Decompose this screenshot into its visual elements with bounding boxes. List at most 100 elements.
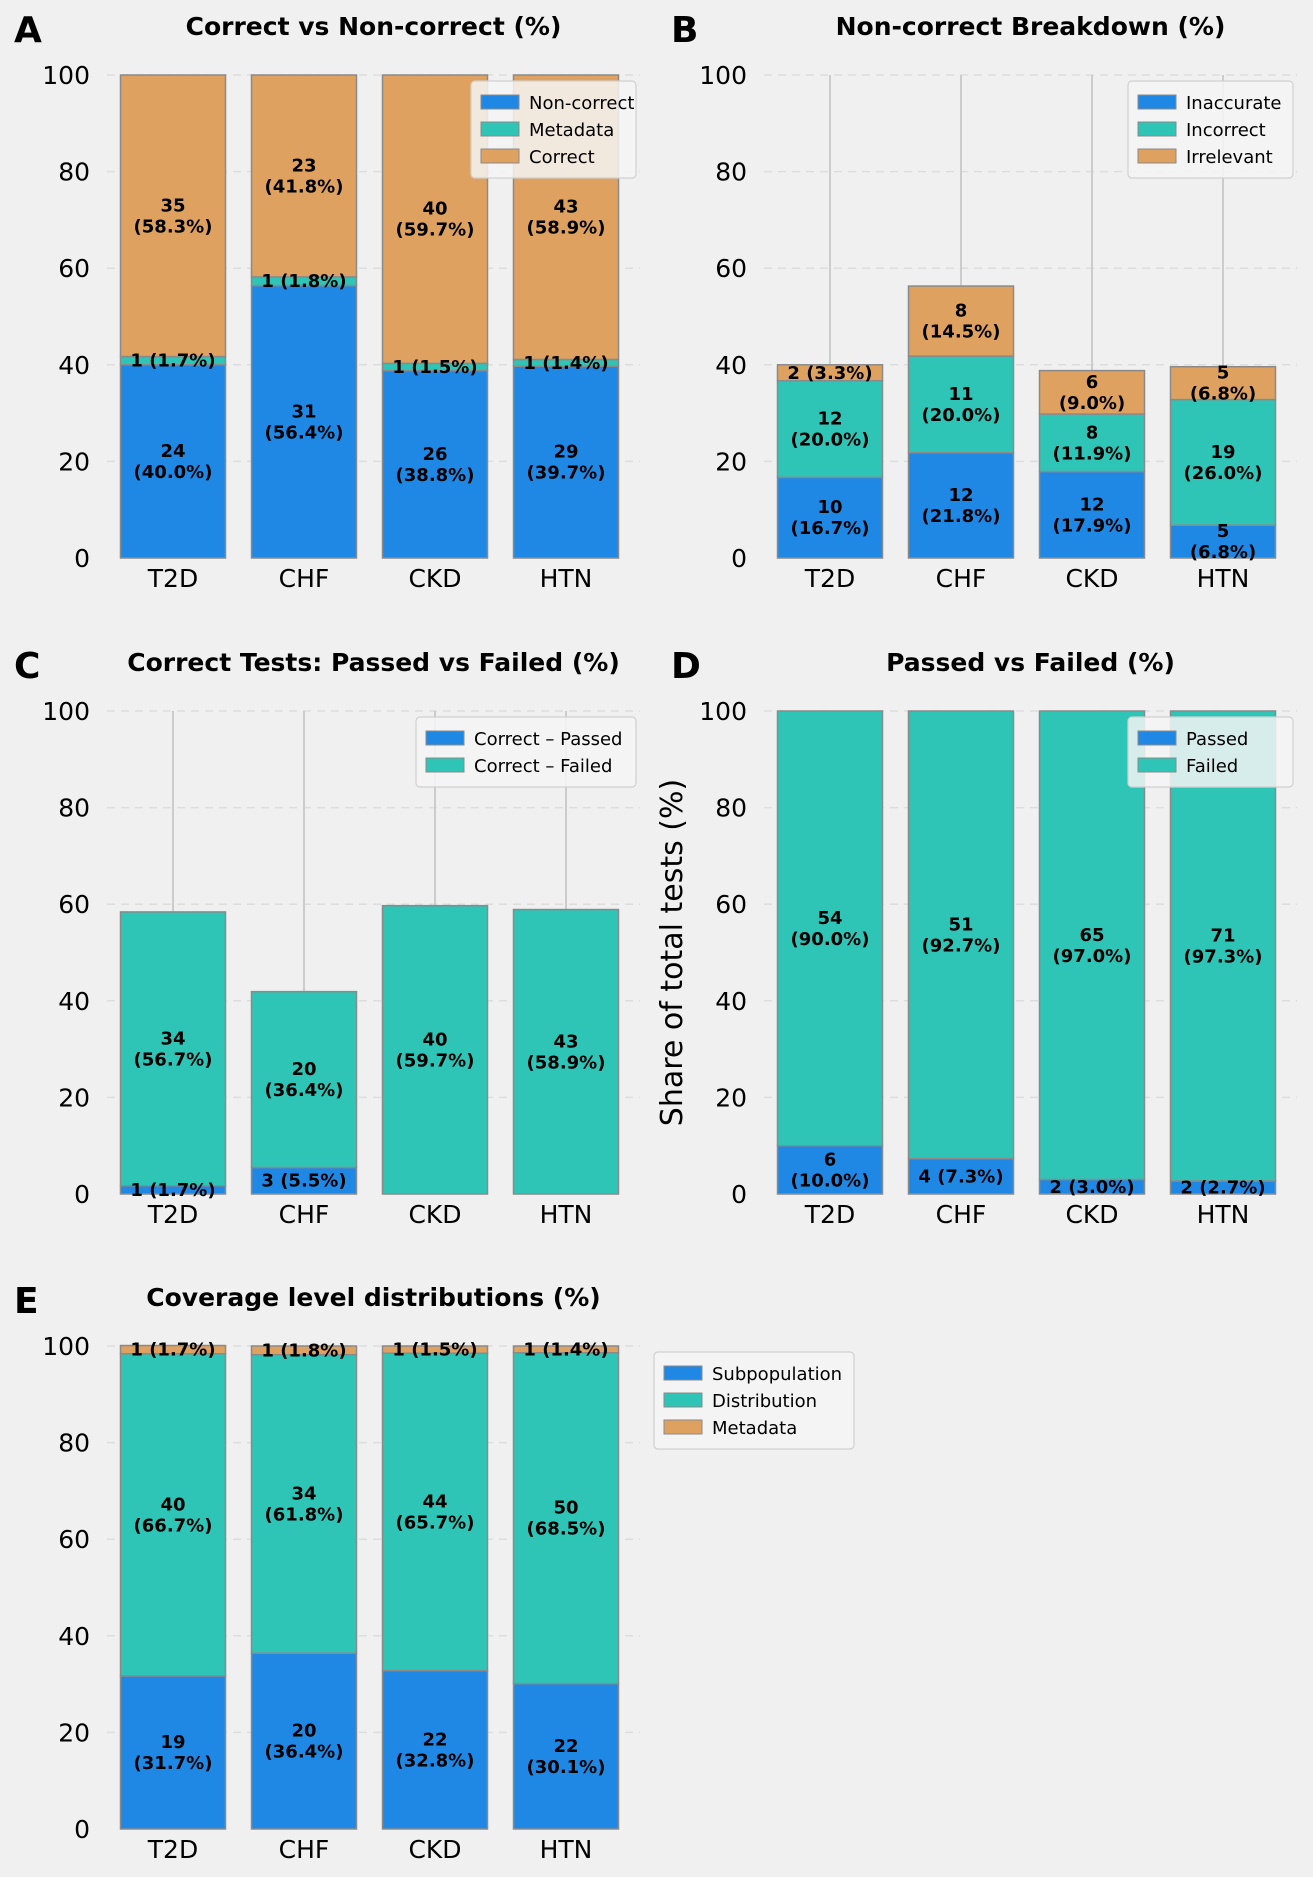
y-tick-label: 20 [58, 447, 90, 476]
y-tick-label: 0 [731, 544, 747, 573]
data-label: 8 (11.9%) [1053, 422, 1132, 464]
x-tick-label: CHF [279, 564, 330, 593]
data-label: 4 (7.3%) [918, 1166, 1003, 1187]
y-tick-label: 20 [58, 1083, 90, 1112]
x-tick-label: CKD [1065, 1200, 1118, 1229]
legend-swatch [663, 1365, 703, 1381]
data-label: 12 (21.8%) [922, 485, 1001, 527]
y-tick-label: 60 [58, 1525, 90, 1554]
x-tick-label: CKD [408, 1200, 461, 1229]
bar-segment [1169, 365, 1277, 401]
data-label: 71 (97.3%) [1184, 925, 1263, 967]
data-label: 1 (1.7%) [130, 1180, 215, 1201]
bar-segment [250, 1345, 358, 1356]
bar-segment [907, 710, 1015, 1160]
data-label: 65 (97.0%) [1053, 925, 1132, 967]
data-label: 19 (31.7%) [134, 1732, 213, 1774]
legend-swatch [425, 757, 465, 773]
legend-swatch [1137, 94, 1177, 110]
legend-swatch [663, 1419, 703, 1435]
x-tick-label: CHF [936, 1200, 987, 1229]
bar-segment [776, 710, 884, 1147]
y-tick-label: 80 [58, 158, 90, 187]
legend-label: Irrelevant [1186, 147, 1273, 168]
data-label: 34 (56.7%) [134, 1028, 213, 1070]
y-tick-label: 0 [731, 1180, 747, 1209]
bar-segment [1038, 369, 1146, 415]
y-tick-label: 40 [58, 351, 90, 380]
legend-label: Correct – Passed [474, 729, 622, 750]
data-label: 12 (17.9%) [1053, 494, 1132, 536]
data-label: 1 (1.8%) [261, 1340, 346, 1361]
panel-c: C Correct Tests: Passed vs Failed (%) 0 20 4… [14, 646, 640, 1229]
bar-segment [381, 1669, 489, 1830]
bar-segment [250, 74, 358, 278]
data-label: 1 (1.7%) [130, 1340, 215, 1361]
data-label: 6 (9.0%) [1059, 372, 1125, 414]
y-tick-label: 20 [58, 1718, 90, 1747]
y-tick-label: 60 [58, 890, 90, 919]
x-tick-label: T2D [147, 564, 198, 593]
legend-label: Non-correct [529, 93, 634, 114]
bar-segment [381, 369, 489, 559]
bar-segment [381, 904, 489, 1195]
bar-segment [1038, 413, 1146, 473]
legend-label: Metadata [712, 1418, 797, 1439]
data-label: 43 (58.9%) [527, 1031, 606, 1073]
legend-swatch [425, 730, 465, 746]
bar-segment [381, 1352, 489, 1672]
data-label: 1 (1.4%) [523, 1339, 608, 1360]
data-label: 34 (61.8%) [265, 1483, 344, 1525]
legend-label: Metadata [529, 120, 614, 141]
data-label: 1 (1.4%) [523, 353, 608, 374]
bar-segment [776, 379, 884, 479]
bar-segment [776, 476, 884, 559]
data-label: 40 (66.7%) [134, 1494, 213, 1536]
bar-segment [119, 74, 227, 358]
chart-title: Passed vs Failed (%) [886, 648, 1175, 677]
y-tick-label: 40 [715, 351, 747, 380]
data-label: 1 (1.5%) [392, 357, 477, 378]
data-label: 11 (20.0%) [922, 384, 1001, 426]
y-tick-label: 80 [58, 1429, 90, 1458]
legend-label: Correct [529, 147, 595, 168]
chart-title: Non-correct Breakdown (%) [836, 12, 1226, 41]
y-tick-label: 60 [58, 254, 90, 283]
data-label: 1 (1.5%) [392, 1340, 477, 1361]
y-tick-label: 100 [42, 61, 90, 90]
data-label: 24 (40.0%) [134, 441, 213, 483]
y-tick-label: 0 [74, 1180, 90, 1209]
x-tick-label: HTN [1197, 564, 1250, 593]
legend-swatch [1137, 730, 1177, 746]
bar-segment [512, 365, 620, 559]
x-tick-label: HTN [1197, 1200, 1250, 1229]
legend-label: Failed [1186, 756, 1238, 777]
panel-d: D Passed vs Failed (%) 0 20 40 60 80 100 Share o… [655, 646, 1297, 1229]
y-tick-label: 100 [42, 697, 90, 726]
y-tick-label: 80 [58, 794, 90, 823]
data-label: 2 (2.7%) [1180, 1177, 1265, 1198]
panel-b: B Non-correct Breakdown (%) 0 20 40 60 80 100 T2… [671, 10, 1297, 593]
y-tick-label: 100 [699, 61, 747, 90]
data-label: 2 (3.3%) [787, 363, 872, 384]
chart-title: Correct Tests: Passed vs Failed (%) [127, 648, 620, 677]
bar-segment [250, 1166, 358, 1195]
y-tick-label: 20 [715, 1083, 747, 1112]
legend: Inaccurate Incorrect Irrelevant [1127, 80, 1294, 179]
data-label: 10 (16.7%) [791, 497, 870, 539]
bar-segment [1169, 398, 1277, 526]
legend-label: Subpopulation [712, 1364, 842, 1385]
y-tick-label: 100 [699, 697, 747, 726]
y-axis-label: Share of total tests (%) [655, 779, 690, 1126]
bar-segment [119, 1352, 227, 1677]
data-label: 20 (36.4%) [265, 1721, 344, 1763]
data-label: 20 (36.4%) [265, 1059, 344, 1101]
y-tick-label: 40 [58, 1622, 90, 1651]
data-label: 51 (92.7%) [922, 914, 1001, 956]
data-label: 2 (3.0%) [1049, 1177, 1134, 1198]
data-label: 40 (59.7%) [396, 199, 475, 241]
data-label: 3 (5.5%) [261, 1171, 346, 1192]
x-tick-label: T2D [804, 564, 855, 593]
bar-segment [119, 364, 227, 559]
legend-swatch [1137, 757, 1177, 773]
